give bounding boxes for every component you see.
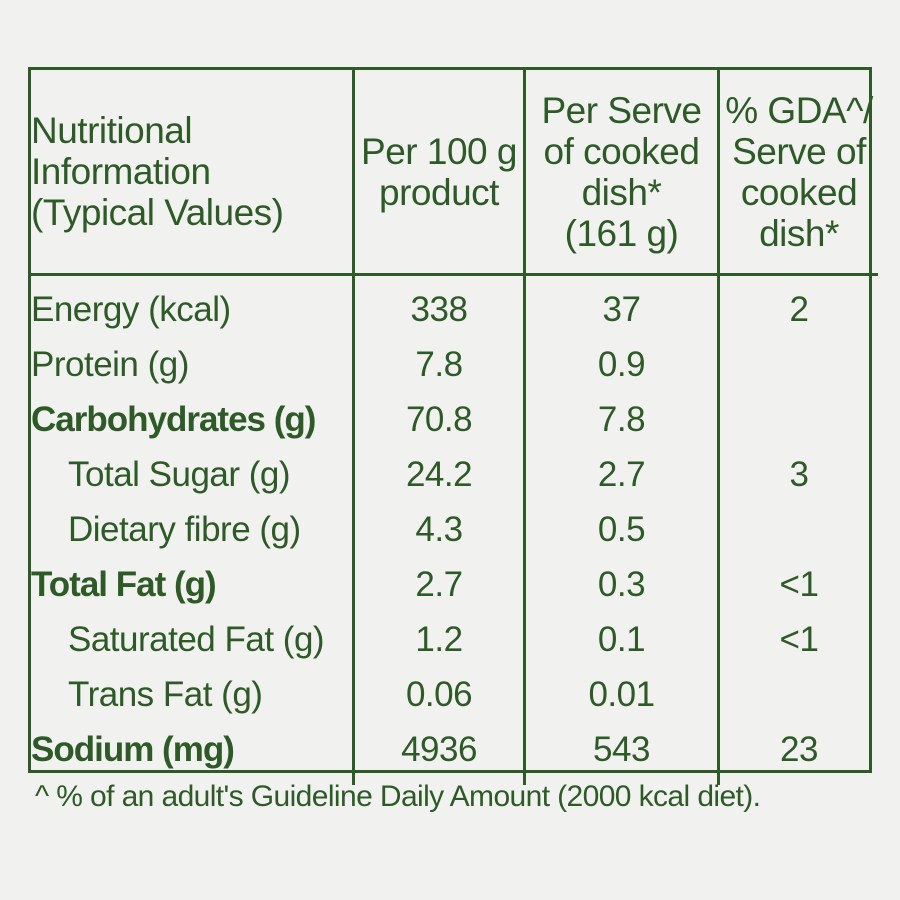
row-per-serve: 543 <box>524 722 720 785</box>
row-gda: 2 <box>789 290 809 329</box>
row-label: Protein (g) <box>31 337 355 392</box>
table-row: Total Fat (g) 2.7 0.3 <1 <box>31 557 878 612</box>
row-per-serve: 2.7 <box>524 447 720 502</box>
row-per-serve: 0.5 <box>524 502 720 557</box>
table-row: Trans Fat (g) 0.06 0.01 <box>31 667 878 722</box>
table-row: Sodium (mg) 4936 543 23 <box>31 722 878 785</box>
row-gda: 3 <box>789 455 809 494</box>
row-per-100g: 70.8 <box>353 392 526 447</box>
row-gda: <1 <box>779 620 819 659</box>
row-label: Sodium (mg) <box>31 722 355 785</box>
row-label: Total Sugar (g) <box>31 447 355 502</box>
table-row: Protein (g) 7.8 0.9 <box>31 337 878 392</box>
nutrition-table: Nutritional Information (Typical Values)… <box>31 70 878 785</box>
row-gda <box>719 667 879 722</box>
header-per-100g: Per 100 g product <box>353 70 526 276</box>
gda-footnote: ^ % of an adult's Guideline Daily Amount… <box>35 780 761 813</box>
row-label: Saturated Fat (g) <box>31 612 355 667</box>
row-per-100g: 4.3 <box>353 502 526 557</box>
table-header-row: Nutritional Information (Typical Values)… <box>31 70 878 276</box>
row-gda <box>719 337 879 392</box>
table-row: Saturated Fat (g) 1.2 0.1 <1 <box>31 612 878 667</box>
row-gda <box>719 502 879 557</box>
table-row: Energy (kcal) 338 37 2 <box>31 274 878 337</box>
row-per-100g: 338 <box>353 274 526 337</box>
row-label: Dietary fibre (g) <box>31 502 355 557</box>
row-per-100g: 1.2 <box>353 612 526 667</box>
table-row: Dietary fibre (g) 4.3 0.5 <box>31 502 878 557</box>
row-per-serve: 0.3 <box>524 557 720 612</box>
row-label: Carbohydrates (g) <box>31 392 355 447</box>
row-per-serve: 0.1 <box>524 612 720 667</box>
row-label: Trans Fat (g) <box>31 667 355 722</box>
row-per-serve: 0.9 <box>524 337 720 392</box>
row-label: Energy (kcal) <box>31 274 355 337</box>
row-gda: 23 <box>780 730 818 769</box>
header-per-serve: Per Serve of cooked dish* (161 g) <box>524 70 720 276</box>
table-row: Carbohydrates (g) 70.8 7.8 <box>31 392 878 447</box>
row-per-serve: 37 <box>524 274 720 337</box>
row-gda <box>719 392 879 447</box>
nutrition-table-panel: Nutritional Information (Typical Values)… <box>28 67 878 785</box>
row-per-serve: 0.01 <box>524 667 720 722</box>
row-per-100g: 24.2 <box>353 447 526 502</box>
table-row: Total Sugar (g) 24.2 2.7 3 <box>31 447 878 502</box>
row-per-100g: 7.8 <box>353 337 526 392</box>
row-per-100g: 2.7 <box>353 557 526 612</box>
row-per-100g: 0.06 <box>353 667 526 722</box>
header-nutritional-information: Nutritional Information (Typical Values) <box>31 70 355 276</box>
row-per-100g: 4936 <box>353 722 526 785</box>
row-gda: <1 <box>779 565 819 604</box>
header-gda: % GDA^/ Serve of cooked dish* <box>718 70 878 276</box>
row-label: Total Fat (g) <box>31 557 355 612</box>
row-per-serve: 7.8 <box>524 392 720 447</box>
